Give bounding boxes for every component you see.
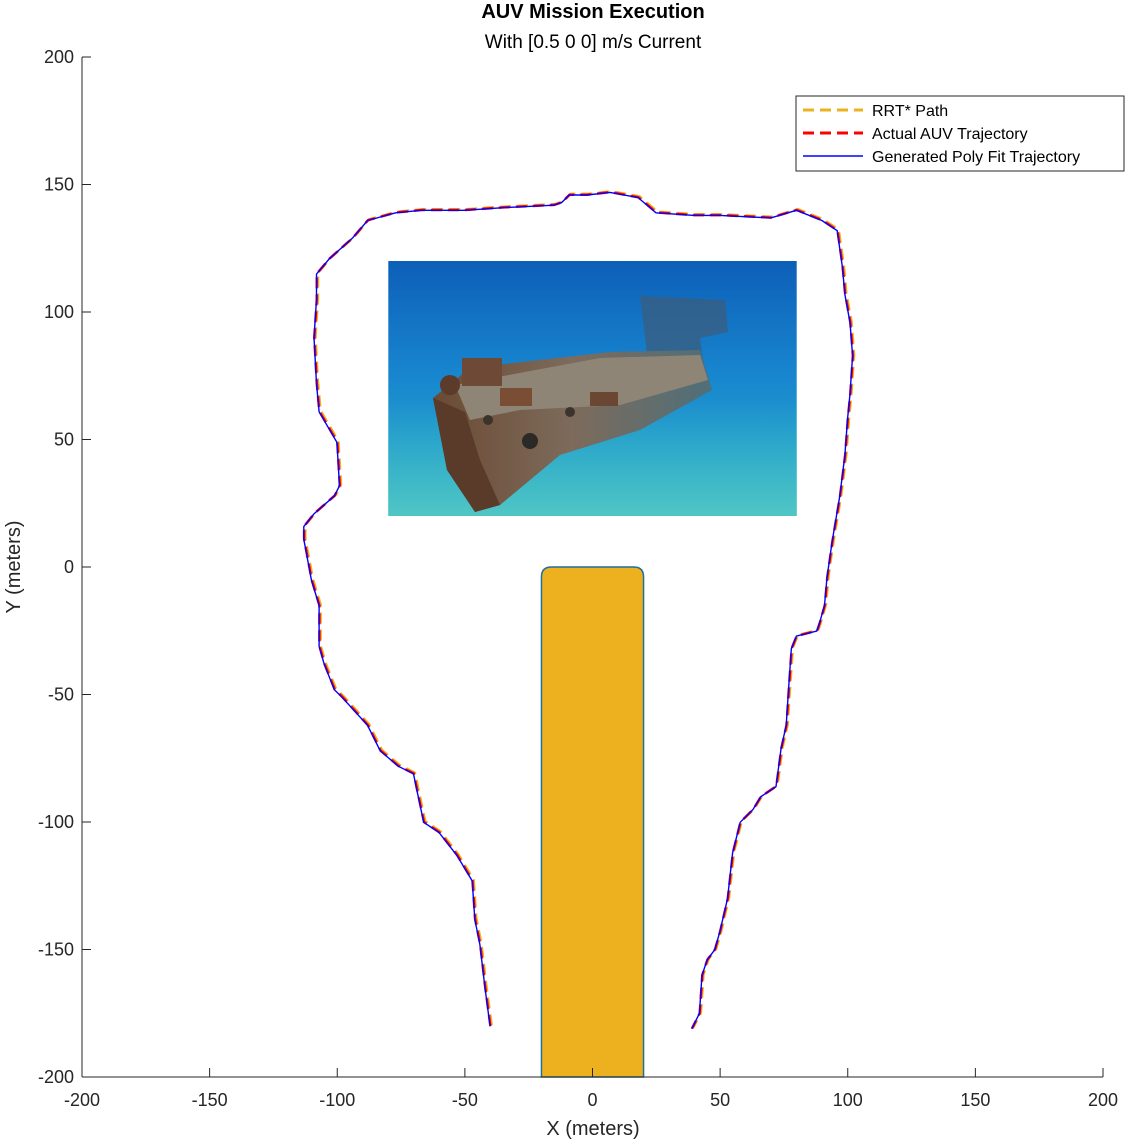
x-tick-label: -50 [452,1090,478,1110]
shipwreck-image [388,261,797,516]
x-tick-label: 150 [960,1090,990,1110]
x-axis-label: X (meters) [546,1118,639,1140]
y-tick-label: -150 [38,940,74,960]
chart-title: AUV Mission Execution [481,1,704,23]
y-tick-label: 0 [64,557,74,577]
x-tick-label: 100 [833,1090,863,1110]
y-tick-label: 100 [44,302,74,322]
x-tick-label: 50 [710,1090,730,1110]
legend-label-rrt-path: RRT* Path [872,103,948,120]
series-line-generated-poly-fit-trajectory [303,191,854,1030]
x-tick-label: 0 [587,1090,597,1110]
x-tick-label: -200 [64,1090,100,1110]
legend: RRT* Path Actual AUV Trajectory Generate… [795,95,1125,172]
axes: -200 -150 -100 -50 0 50 100 150 200 -200 -150 -100 -… [38,47,1118,1110]
legend-label-actual-auv-trajectory: Actual AUV Trajectory [872,126,1028,143]
x-tick-label: -100 [319,1090,355,1110]
obstacle-rectangle [540,566,645,1078]
x-tick-label: 200 [1088,1090,1118,1110]
x-tick-label: -150 [192,1090,228,1110]
y-tick-label: 50 [54,430,74,450]
series-line-rrt-path [304,190,856,1029]
y-tick-label: -100 [38,812,74,832]
y-tick-label: -50 [48,685,74,705]
y-axis-label: Y (meters) [3,521,25,614]
y-tick-label: 200 [44,47,74,67]
chart-subtitle: With [0.5 0 0] m/s Current [485,32,702,53]
legend-label-generated-poly-fit-trajectory: Generated Poly Fit Trajectory [872,149,1080,166]
y-tick-label: -200 [38,1067,74,1087]
y-tick-label: 150 [44,175,74,195]
